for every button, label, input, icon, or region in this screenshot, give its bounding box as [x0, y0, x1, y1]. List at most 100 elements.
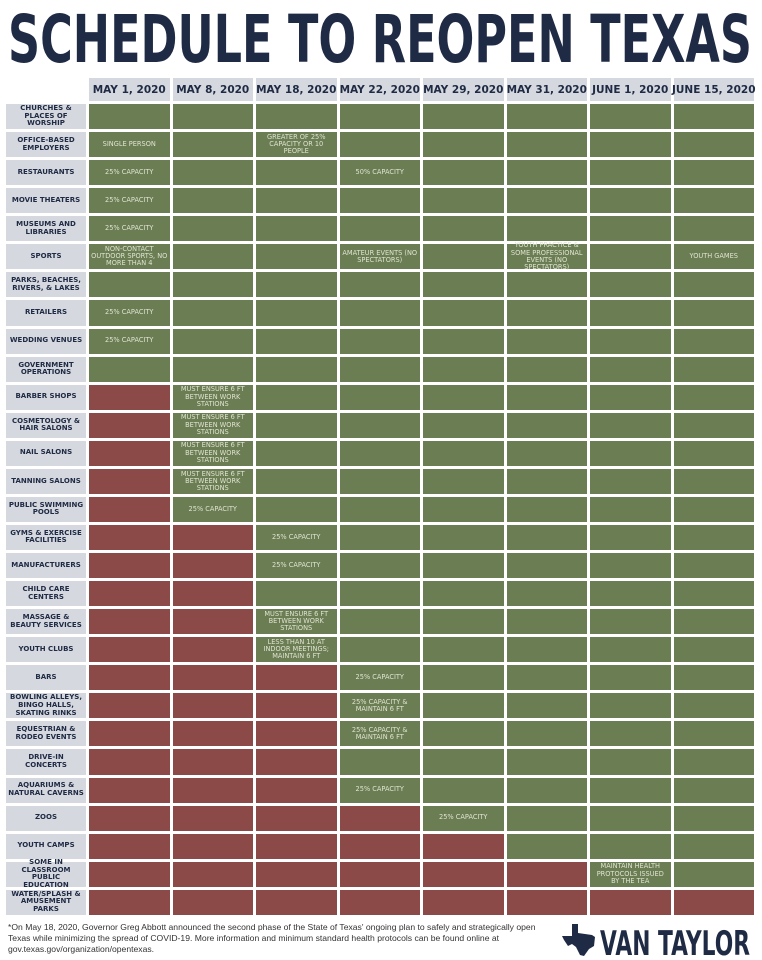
cell-open: [339, 300, 420, 326]
cell-open: [339, 581, 420, 607]
cell-open: [673, 160, 754, 186]
cell-open: [590, 777, 671, 803]
row-label: CHURCHES & PLACES OF WORSHIP: [6, 104, 86, 130]
cell-closed: [172, 524, 253, 550]
cell-open: 25% CAPACITY: [339, 777, 420, 803]
cell-open: [506, 524, 587, 550]
cell-open: [423, 160, 504, 186]
cell-open: [590, 188, 671, 214]
cell-closed: [256, 861, 337, 887]
cell-open: [590, 805, 671, 831]
cell-closed: [172, 749, 253, 775]
cell-closed: [89, 609, 170, 635]
cell-open: [423, 609, 504, 635]
row-label: GOVERNMENT OPERATIONS: [6, 356, 86, 382]
cell-open: [506, 328, 587, 354]
cell-open: [172, 300, 253, 326]
column-header: MAY 31, 2020: [506, 78, 587, 101]
cell-open: [590, 440, 671, 466]
cell-open: MUST ENSURE 6 FT BETWEEN WORK STATIONS: [256, 609, 337, 635]
cell-open: [673, 440, 754, 466]
row-label: BARBER SHOPS: [6, 384, 86, 410]
cell-open: [339, 328, 420, 354]
cell-open: [673, 861, 754, 887]
cell-closed: [172, 581, 253, 607]
cell-closed: [89, 749, 170, 775]
column-header: JUNE 15, 2020: [672, 78, 756, 101]
cell-open: [673, 749, 754, 775]
footnote: *On May 18, 2020, Governor Greg Abbott a…: [8, 922, 536, 954]
cell-open: [506, 104, 587, 130]
cell-open: [590, 637, 671, 663]
cell-closed: [89, 468, 170, 494]
cell-closed: [256, 833, 337, 859]
row-label: YOUTH CLUBS: [6, 637, 86, 663]
cell-closed: [172, 553, 253, 579]
logo: VAN TAYLOR: [562, 924, 750, 958]
row-label: EQUESTRIAN & RODEO EVENTS: [6, 721, 86, 747]
cell-open: [256, 581, 337, 607]
cell-open: [590, 328, 671, 354]
cell-open: [423, 524, 504, 550]
cell-closed: [423, 861, 504, 887]
cell-closed: [89, 581, 170, 607]
cell-closed: [89, 665, 170, 691]
texas-star-icon: [562, 924, 595, 956]
logo-text: VAN TAYLOR: [600, 924, 750, 958]
cell-open: [172, 356, 253, 382]
cell-open: [673, 665, 754, 691]
cell-open: [423, 412, 504, 438]
cell-open: [673, 637, 754, 663]
cell-open: [423, 272, 504, 298]
cell-open: [172, 132, 253, 158]
cell-closed: [339, 833, 420, 859]
cell-open: [256, 468, 337, 494]
cell-open: [673, 833, 754, 859]
cell-closed: [506, 889, 587, 915]
cell-closed: [590, 889, 671, 915]
cell-open: 25% CAPACITY: [339, 665, 420, 691]
cell-open: [506, 440, 587, 466]
cell-open: [506, 553, 587, 579]
cell-open: [339, 356, 420, 382]
cell-open: [423, 384, 504, 410]
cell-open: [339, 272, 420, 298]
cell-open: [506, 412, 587, 438]
cell-closed: [256, 693, 337, 719]
cell-open: [506, 637, 587, 663]
cell-open: [339, 637, 420, 663]
cell-open: [423, 468, 504, 494]
cell-open: [590, 216, 671, 242]
cell-open: [673, 104, 754, 130]
cell-open: 25% CAPACITY: [256, 553, 337, 579]
cell-open: [506, 216, 587, 242]
schedule-table: MAY 1, 2020 MAY 8, 2020 MAY 18, 2020 MAY 22…: [6, 78, 756, 915]
row-label: COSMETOLOGY & HAIR SALONS: [6, 412, 86, 438]
cell-open: [506, 777, 587, 803]
cell-open: [423, 665, 504, 691]
cell-open: [89, 356, 170, 382]
cell-open: 25% CAPACITY: [89, 160, 170, 186]
cell-closed: [172, 693, 253, 719]
cell-open: [590, 412, 671, 438]
column-header: JUNE 1, 2020: [590, 78, 671, 101]
cell-open: [506, 272, 587, 298]
cell-closed: [172, 609, 253, 635]
cell-open: [673, 609, 754, 635]
cell-open: [256, 216, 337, 242]
cell-open: [673, 581, 754, 607]
cell-open: [506, 496, 587, 522]
cell-open: [590, 132, 671, 158]
cell-open: [673, 721, 754, 747]
cell-open: [339, 384, 420, 410]
row-label: TANNING SALONS: [6, 468, 86, 494]
cell-open: [590, 272, 671, 298]
cell-open: [423, 496, 504, 522]
cell-open: [423, 132, 504, 158]
cell-open: [423, 188, 504, 214]
cell-closed: [339, 889, 420, 915]
cell-open: [673, 384, 754, 410]
row-label: MANUFACTURERS: [6, 553, 86, 579]
cell-open: AMATEUR EVENTS (NO SPECTATORS): [339, 244, 420, 270]
cell-open: [423, 777, 504, 803]
